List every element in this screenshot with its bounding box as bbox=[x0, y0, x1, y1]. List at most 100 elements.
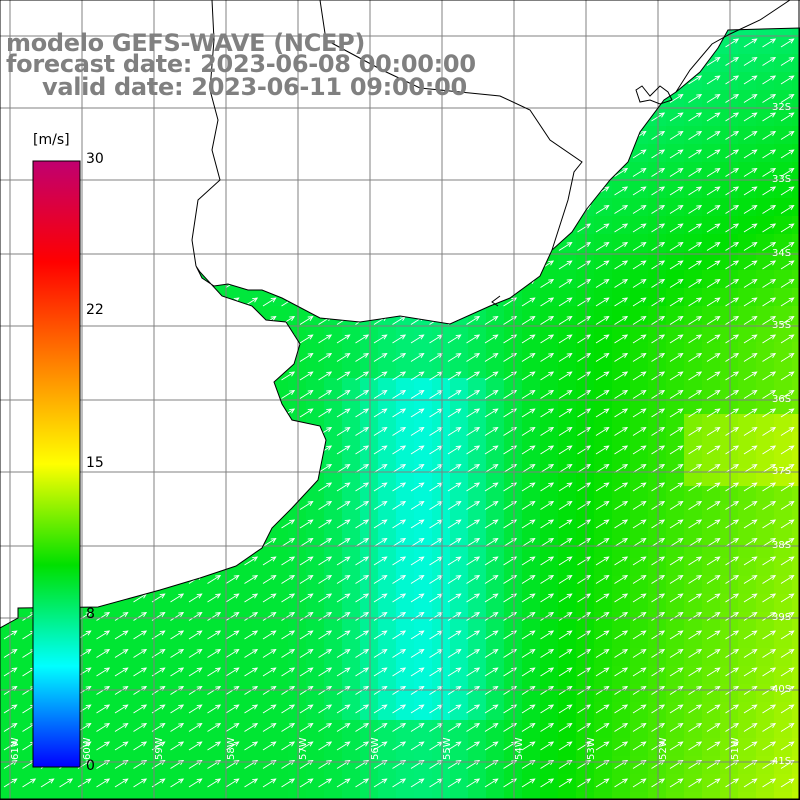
field-cell bbox=[666, 324, 685, 343]
field-cell bbox=[252, 558, 271, 577]
wind-arrow bbox=[133, 704, 148, 714]
field-cell bbox=[126, 108, 145, 127]
field-cell bbox=[576, 504, 595, 523]
field-cell bbox=[450, 702, 469, 721]
wind-arrow bbox=[615, 2, 628, 10]
field-cell bbox=[198, 108, 217, 127]
field-cell bbox=[90, 522, 109, 541]
wind-arrow bbox=[114, 28, 128, 29]
wind-arrow bbox=[281, 575, 296, 584]
wind-arrow bbox=[614, 205, 629, 214]
field-cell bbox=[612, 720, 631, 739]
field-cell bbox=[144, 162, 163, 181]
field-cell bbox=[0, 612, 19, 631]
wind-arrow bbox=[392, 482, 407, 492]
field-cell bbox=[666, 36, 685, 55]
wind-arrow bbox=[595, 704, 610, 714]
field-cell bbox=[450, 180, 469, 199]
wind-arrow bbox=[318, 186, 333, 196]
wind-arrow bbox=[225, 649, 240, 658]
wind-arrow bbox=[725, 112, 740, 122]
field-cell bbox=[162, 306, 181, 325]
field-cell bbox=[306, 324, 325, 343]
wind-arrow bbox=[429, 28, 443, 29]
wind-arrow bbox=[392, 464, 407, 473]
wind-arrow bbox=[392, 242, 407, 251]
wind-arrow bbox=[540, 408, 555, 418]
wind-arrow bbox=[244, 353, 259, 362]
wind-arrow bbox=[669, 112, 684, 122]
wind-arrow bbox=[225, 390, 240, 399]
field-cell bbox=[252, 432, 271, 451]
field-cell bbox=[504, 342, 523, 361]
field-cell bbox=[396, 108, 415, 127]
field-cell bbox=[414, 684, 433, 703]
field-cell bbox=[792, 396, 800, 415]
wind-arrow bbox=[706, 316, 721, 325]
wind-arrow bbox=[669, 686, 684, 695]
field-cell bbox=[324, 144, 343, 163]
wind-arrow bbox=[373, 612, 388, 621]
wind-arrow bbox=[281, 538, 296, 547]
field-cell bbox=[576, 774, 595, 793]
wind-arrow bbox=[318, 482, 333, 492]
field-cell bbox=[702, 144, 721, 163]
wind-arrow bbox=[466, 371, 481, 381]
field-cell bbox=[306, 360, 325, 379]
wind-arrow bbox=[632, 667, 647, 677]
field-cell bbox=[432, 360, 451, 379]
field-cell bbox=[324, 324, 343, 343]
field-cell bbox=[396, 252, 415, 271]
wind-arrow bbox=[170, 686, 185, 695]
field-cell bbox=[576, 612, 595, 631]
field-cell bbox=[180, 666, 199, 685]
wind-arrow bbox=[225, 205, 240, 214]
wind-arrow bbox=[540, 482, 555, 492]
field-cell bbox=[540, 522, 559, 541]
wind-arrow bbox=[466, 427, 481, 436]
field-cell bbox=[108, 792, 127, 800]
wind-arrow bbox=[688, 482, 703, 492]
field-cell bbox=[774, 180, 793, 199]
field-cell bbox=[756, 180, 775, 199]
wind-arrow bbox=[225, 482, 240, 492]
wind-arrow bbox=[355, 723, 370, 732]
field-cell bbox=[378, 234, 397, 253]
wind-arrow bbox=[466, 242, 481, 251]
field-cell bbox=[360, 378, 379, 397]
field-cell bbox=[504, 558, 523, 577]
field-cell bbox=[450, 378, 469, 397]
wind-arrow bbox=[595, 556, 610, 566]
wind-arrow bbox=[225, 519, 240, 529]
wind-arrow bbox=[281, 556, 296, 566]
wind-arrow bbox=[595, 112, 610, 122]
wind-arrow bbox=[410, 427, 425, 436]
field-cell bbox=[558, 738, 577, 757]
wind-arrow bbox=[669, 334, 684, 344]
field-cell bbox=[342, 738, 361, 757]
field-cell bbox=[666, 432, 685, 451]
field-cell bbox=[774, 252, 793, 271]
wind-arrow bbox=[244, 464, 259, 473]
field-cell bbox=[288, 144, 307, 163]
field-cell bbox=[378, 396, 397, 415]
field-cell bbox=[486, 684, 505, 703]
wind-arrow bbox=[373, 28, 387, 29]
field-cell bbox=[414, 792, 433, 800]
field-cell bbox=[648, 432, 667, 451]
field-cell bbox=[774, 342, 793, 361]
wind-arrow bbox=[392, 205, 407, 214]
wind-arrow bbox=[262, 131, 277, 140]
field-cell bbox=[360, 108, 379, 127]
field-cell bbox=[486, 234, 505, 253]
wind-arrow bbox=[669, 630, 684, 640]
wind-arrow bbox=[299, 556, 314, 566]
wind-arrow bbox=[299, 686, 314, 695]
field-cell bbox=[612, 648, 631, 667]
field-cell bbox=[540, 162, 559, 181]
field-cell bbox=[342, 0, 361, 19]
wind-arrow bbox=[541, 2, 554, 10]
model-title: modelo GEFS-WAVE (NCEP) bbox=[6, 29, 366, 57]
wind-arrow bbox=[706, 28, 720, 29]
